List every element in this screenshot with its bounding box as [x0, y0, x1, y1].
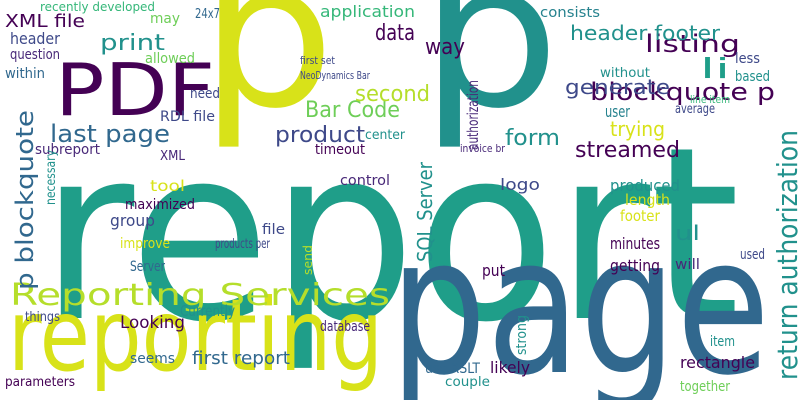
- word: invoice br: [460, 142, 505, 155]
- word: tool: [150, 177, 185, 195]
- word: streamed: [575, 138, 680, 163]
- word: p: [420, 0, 560, 153]
- word: SQL Server: [413, 161, 437, 262]
- word: necessary: [44, 150, 59, 205]
- word: center: [365, 128, 406, 143]
- word: header footer: [570, 21, 721, 45]
- word: ul: [675, 221, 700, 245]
- word: put: [482, 261, 505, 280]
- word: use XSLT: [425, 361, 480, 377]
- word: question: [10, 47, 60, 63]
- word: Reporting Services: [10, 278, 390, 313]
- word: will: [675, 257, 700, 273]
- word: reporting: [8, 277, 383, 394]
- word: strong: [514, 315, 530, 355]
- word: Looking: [120, 313, 185, 333]
- word: Currently: [180, 302, 235, 320]
- word: item: [710, 334, 735, 350]
- word: length: [625, 191, 670, 209]
- word: recently developed: [40, 0, 155, 14]
- word: header: [10, 29, 60, 48]
- word: together: [680, 379, 730, 395]
- word: blockquote p: [590, 78, 775, 106]
- word: user: [605, 102, 630, 121]
- word: couple: [445, 375, 490, 390]
- word: authorization: [464, 80, 482, 150]
- word: average: [675, 102, 715, 117]
- word: products per: [215, 237, 270, 252]
- word: database: [320, 319, 370, 335]
- word: logo: [500, 175, 540, 194]
- word: application: [320, 2, 415, 21]
- word: NeoDynamics Bar: [300, 69, 370, 82]
- word: p blockquote: [11, 110, 39, 290]
- word: XML: [160, 149, 186, 164]
- word: page: [390, 196, 770, 400]
- word: used: [740, 247, 765, 263]
- word: Bar Code: [305, 98, 400, 123]
- word: RDL file: [160, 109, 215, 125]
- word: report: [40, 95, 740, 375]
- word: generate: [565, 75, 670, 99]
- word: first report: [192, 348, 290, 369]
- word: getting: [610, 256, 660, 275]
- word: control: [340, 173, 390, 189]
- word: produced: [610, 176, 680, 195]
- word: li: [700, 52, 730, 85]
- word: rectangle: [680, 353, 755, 372]
- word: need: [190, 86, 220, 102]
- word: data: [375, 21, 415, 46]
- word: XML file: [5, 11, 85, 32]
- word: less: [735, 51, 760, 67]
- word: allowed: [145, 51, 195, 67]
- word: way: [425, 35, 465, 60]
- word: print: [100, 31, 165, 56]
- word: PDF: [55, 48, 215, 132]
- word: second: [355, 82, 430, 107]
- word: likely: [490, 358, 530, 377]
- word: may: [150, 11, 180, 27]
- word: parameters: [5, 375, 75, 390]
- word: line item: [690, 93, 730, 106]
- word: subreport: [35, 142, 100, 158]
- word: Server: [130, 259, 165, 275]
- word: form: [505, 126, 560, 151]
- word: improve: [120, 236, 170, 252]
- word: first set: [300, 54, 336, 67]
- word: minutes: [610, 234, 660, 253]
- word: last page: [50, 120, 170, 148]
- word: trying: [610, 117, 665, 141]
- word: timeout: [315, 142, 365, 158]
- word: within: [5, 66, 45, 82]
- word: send: [301, 245, 315, 275]
- word: things: [25, 310, 60, 325]
- word: file: [262, 222, 285, 238]
- word: group: [110, 211, 155, 230]
- word: maximized: [125, 197, 195, 213]
- word: footer: [620, 207, 661, 225]
- word: seems: [130, 351, 175, 367]
- word: return authorization: [771, 130, 800, 380]
- word: product: [275, 123, 365, 148]
- word: p: [200, 0, 335, 153]
- word: based: [735, 69, 770, 85]
- word: 24x7: [195, 7, 220, 22]
- word: without: [600, 66, 650, 81]
- word: consists: [540, 5, 600, 21]
- word: listing: [645, 30, 740, 58]
